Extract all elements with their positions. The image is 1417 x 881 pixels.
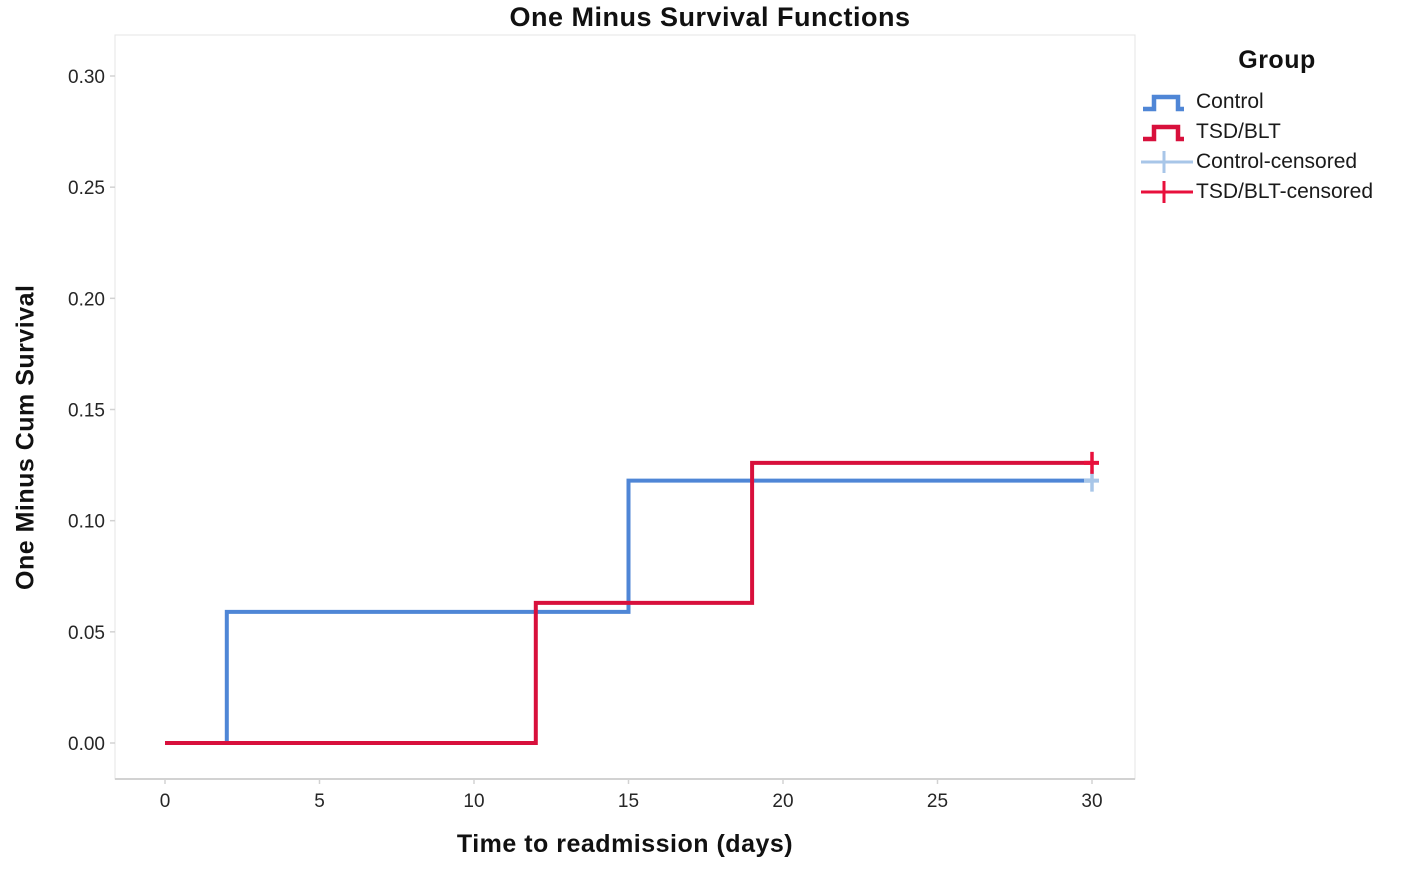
x-tick-label: 10 — [463, 791, 484, 812]
series-line-control — [165, 478, 1092, 745]
legend-entry-label: Control-censored — [1196, 150, 1358, 173]
legend-title: Group — [1238, 46, 1316, 74]
step-line-icon — [1143, 94, 1184, 112]
y-tick-label: 0.15 — [68, 401, 105, 422]
x-tick-label: 5 — [314, 791, 325, 812]
y-tick-label: 0.30 — [68, 67, 105, 88]
censored-plus-icon — [1141, 181, 1193, 203]
x-tick-label: 30 — [1081, 791, 1102, 812]
legend-entry-label: Control — [1196, 90, 1264, 113]
legend-entry-label: TSD/BLT-censored — [1196, 180, 1374, 203]
y-tick-label: 0.10 — [68, 512, 105, 533]
chart-title: One Minus Survival Functions — [509, 2, 911, 32]
series-line-tsd-blt — [165, 460, 1092, 745]
y-tick-label: 0.05 — [68, 623, 105, 644]
legend-entry: Control-censored — [1140, 147, 1414, 177]
legend: Group Control TSD/BLT Control-censored TSD/… — [1140, 46, 1414, 207]
legend-entry: TSD/BLT-censored — [1140, 177, 1414, 207]
legend-entry: Control — [1140, 87, 1414, 117]
x-tick-label: 25 — [927, 791, 948, 812]
x-axis-title: Time to readmission (days) — [456, 830, 794, 858]
plot-frame — [114, 34, 1136, 780]
step-line-icon — [1143, 124, 1184, 142]
legend-entries: Control TSD/BLT Control-censored TSD/BLT-ce… — [1140, 87, 1414, 207]
legend-entry-label: TSD/BLT — [1196, 120, 1281, 143]
x-tick-label: 15 — [618, 791, 639, 812]
y-tick-label: 0.00 — [68, 734, 105, 755]
y-tick-label: 0.20 — [68, 289, 105, 310]
x-tick-label: 20 — [772, 791, 793, 812]
x-tick-label: 0 — [160, 791, 171, 812]
legend-entry: TSD/BLT — [1140, 117, 1414, 147]
censored-plus-icon — [1141, 151, 1193, 173]
y-tick-label: 0.25 — [68, 178, 105, 199]
